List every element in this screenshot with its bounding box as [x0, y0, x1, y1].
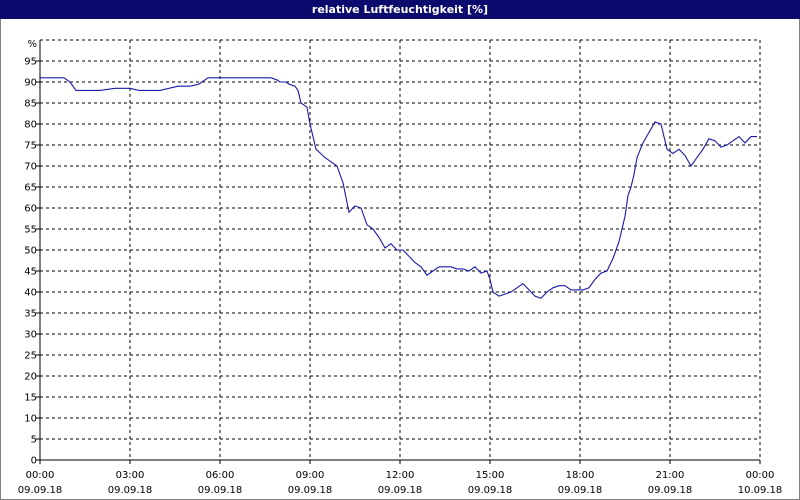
x-tick-date-8: 10.09.18	[738, 485, 783, 496]
chart-title: relative Luftfeuchtigkeit [%]	[0, 0, 800, 19]
x-tick-date-0: 09.09.18	[18, 485, 63, 496]
x-tick-time-7: 21:00	[656, 470, 685, 481]
y-tick-label-15: 15	[24, 393, 37, 404]
y-tick-label-75: 75	[24, 141, 37, 152]
y-tick-label-35: 35	[24, 309, 37, 320]
y-tick-label-65: 65	[24, 183, 37, 194]
x-tick-date-4: 09.09.18	[378, 485, 423, 496]
x-tick-time-8: 00:00	[746, 470, 775, 481]
x-tick-time-2: 06:00	[206, 470, 235, 481]
x-tick-time-0: 00:00	[26, 470, 55, 481]
y-tick-label-30: 30	[24, 330, 37, 341]
x-tick-date-3: 09.09.18	[288, 485, 333, 496]
y-tick-label-45: 45	[24, 267, 37, 278]
x-tick-time-6: 18:00	[566, 470, 595, 481]
y-tick-label-70: 70	[24, 162, 37, 173]
series-line-0	[40, 77, 757, 299]
y-tick-label-95: 95	[24, 57, 37, 68]
x-tick-time-4: 12:00	[386, 470, 415, 481]
x-tick-time-1: 03:00	[116, 470, 145, 481]
x-tick-date-1: 09.09.18	[108, 485, 153, 496]
grid	[40, 39, 761, 460]
y-tick-label-90: 90	[24, 78, 37, 89]
y-axis-unit: %	[27, 39, 37, 50]
y-tick-label-60: 60	[24, 204, 37, 215]
x-tick-date-6: 09.09.18	[558, 485, 603, 496]
y-tick-label-40: 40	[24, 288, 37, 299]
y-tick-label-85: 85	[24, 99, 37, 110]
x-tick-date-5: 09.09.18	[468, 485, 513, 496]
x-tick-date-7: 09.09.18	[648, 485, 693, 496]
y-tick-label-25: 25	[24, 351, 37, 362]
y-tick-label-10: 10	[24, 414, 37, 425]
y-tick-label-55: 55	[24, 225, 37, 236]
y-tick-label-5: 5	[31, 435, 37, 446]
axes	[36, 40, 761, 464]
y-tick-label-0: 0	[31, 456, 37, 467]
x-tick-time-5: 15:00	[476, 470, 505, 481]
x-tick-time-3: 09:00	[296, 470, 325, 481]
x-tick-date-2: 09.09.18	[198, 485, 243, 496]
y-tick-label-20: 20	[24, 372, 37, 383]
y-tick-label-50: 50	[24, 246, 37, 257]
y-tick-label-80: 80	[24, 120, 37, 131]
series-layer	[40, 77, 757, 299]
tick-labels: 0 5 10 15 20 25 30 35 40 45 50 55 60 65 70 75 80 85 90 95% 0…	[18, 39, 783, 496]
